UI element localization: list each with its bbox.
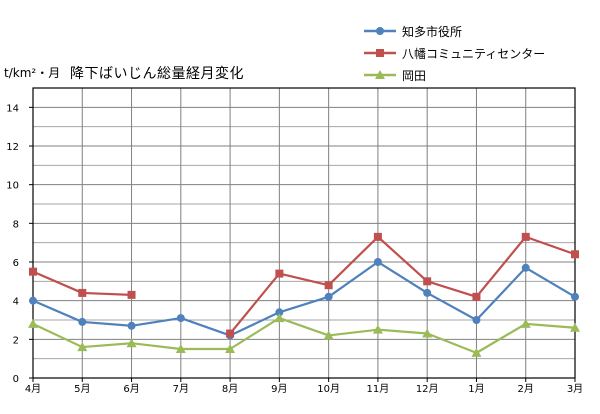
- data-point-circle: [521, 263, 530, 272]
- data-point-square: [521, 232, 530, 241]
- y-axis-unit: t/km²・月: [4, 66, 61, 80]
- data-point-triangle: [77, 342, 88, 352]
- legend-label: 知多市役所: [402, 24, 463, 39]
- data-point-triangle: [372, 324, 383, 334]
- legend-label: 岡田: [402, 68, 427, 83]
- data-point-square: [78, 288, 87, 297]
- legend-line-triangle-icon: [364, 70, 396, 79]
- chart-title: 降下ばいじん総量経月変化: [70, 66, 244, 82]
- data-point-circle: [373, 258, 382, 266]
- y-tick-label: 8: [13, 219, 19, 230]
- legend-item-chita-city-hall: 知多市役所: [362, 20, 545, 42]
- y-tick-label: 12: [6, 142, 19, 153]
- x-tick-label: 5月: [74, 383, 90, 395]
- data-point-triangle: [570, 322, 580, 332]
- y-tick-label: 14: [6, 103, 19, 114]
- data-point-triangle: [28, 318, 38, 328]
- data-point-triangle: [175, 344, 186, 353]
- data-point-circle: [176, 314, 185, 323]
- data-point-square: [423, 277, 432, 286]
- data-point-triangle: [323, 330, 334, 340]
- data-point-square: [127, 290, 136, 299]
- y-tick-label: 0: [13, 374, 19, 385]
- x-tick-label: 1月: [468, 383, 484, 395]
- x-tick-label: 7月: [173, 383, 189, 395]
- legend-item-okada: 岡田: [362, 64, 545, 86]
- x-tick-label: 6月: [123, 383, 139, 395]
- data-point-circle: [324, 292, 333, 301]
- data-point-triangle: [126, 338, 137, 348]
- data-point-square: [571, 250, 579, 259]
- data-point-circle: [78, 317, 87, 326]
- legend-line-circle-icon: [364, 27, 396, 35]
- series-2: [28, 313, 580, 357]
- y-tick-label: 6: [13, 258, 19, 269]
- x-tick-label: 8月: [222, 383, 238, 395]
- x-tick-label: 12月: [416, 383, 439, 395]
- data-point-triangle: [274, 313, 285, 323]
- x-tick-label: 10月: [317, 383, 340, 395]
- data-point-triangle: [422, 328, 433, 338]
- data-point-triangle: [520, 318, 531, 328]
- data-point-circle: [29, 296, 37, 305]
- x-tick-label: 4月: [25, 383, 41, 395]
- x-tick-label: 2月: [518, 383, 534, 395]
- data-point-circle: [423, 288, 432, 297]
- y-tick-label: 2: [13, 335, 19, 346]
- data-point-triangle: [225, 344, 236, 353]
- x-tick-label: 3月: [567, 383, 583, 395]
- data-point-circle: [127, 321, 136, 330]
- data-point-circle: [275, 308, 284, 317]
- plot-area: [32, 87, 576, 379]
- data-point-square: [472, 292, 481, 301]
- legend: 知多市役所 八幡コミュニティセンター 岡田: [362, 20, 545, 86]
- data-point-square: [275, 269, 284, 278]
- data-point-square: [324, 281, 333, 290]
- series-1: [29, 232, 579, 338]
- y-tick-label: 4: [13, 297, 19, 308]
- legend-item-yawata-community-center: 八幡コミュニティセンター: [362, 42, 545, 64]
- data-point-square: [373, 232, 382, 241]
- x-tick-label: 9月: [271, 383, 287, 395]
- data-point-square: [29, 267, 37, 276]
- y-tick-label: 10: [6, 181, 19, 192]
- data-point-circle: [472, 316, 481, 324]
- data-point-triangle: [471, 347, 482, 357]
- data-point-circle: [571, 292, 579, 301]
- data-point-square: [226, 329, 235, 338]
- legend-label: 八幡コミュニティセンター: [402, 46, 546, 61]
- x-tick-label: 11月: [367, 383, 390, 395]
- legend-line-square-icon: [364, 49, 396, 57]
